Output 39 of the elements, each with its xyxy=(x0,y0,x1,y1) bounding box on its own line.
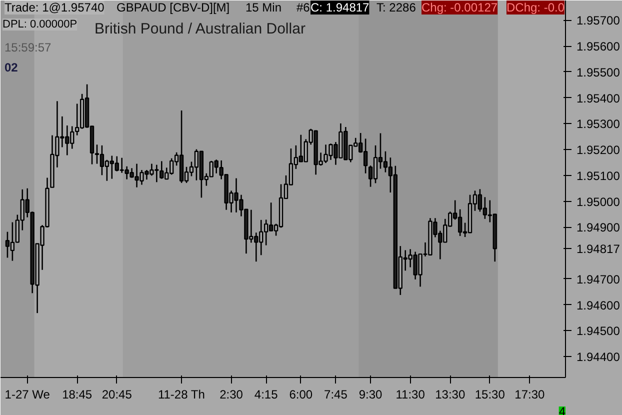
y-tick-label: 1.95100 xyxy=(576,168,620,183)
annotation: 15 Min xyxy=(246,0,282,14)
annotation: GBPAUD [CBV-D][M] xyxy=(116,0,230,14)
y-tick-label: 1.95300 xyxy=(576,117,620,132)
x-tick-label: 18:45 xyxy=(62,388,92,402)
annotation: 15:59:57 xyxy=(4,40,52,54)
annotation: C: 1.94817 xyxy=(310,0,370,14)
x-tick-label: 1-27 We xyxy=(4,388,50,402)
x-tick-label: 6:00 xyxy=(289,388,313,402)
y-tick-label: 1.94500 xyxy=(576,324,620,338)
x-tick-label: 4:15 xyxy=(254,388,278,402)
annotation: T: 2286 xyxy=(376,0,416,14)
x-tick-label: 11-28 Th xyxy=(158,388,205,402)
x-tick-label: 7:45 xyxy=(324,388,348,402)
y-tick-label: 1.94700 xyxy=(576,272,620,286)
y-tick-label: 1.94817 xyxy=(576,242,620,256)
y-tick-label: 1.95400 xyxy=(576,91,620,106)
y-tick-label: 1.95700 xyxy=(576,14,620,28)
annotation: #6 xyxy=(296,0,310,14)
x-tick-label: 9:30 xyxy=(358,388,383,402)
x-tick-label: 17:30 xyxy=(514,388,546,402)
annotation: DPL: 0.00000P xyxy=(2,18,78,30)
x-tick-label: 15:30 xyxy=(474,388,506,402)
annotation: DChg: -0.0 xyxy=(506,0,565,14)
y-tick-label: 1.95500 xyxy=(576,65,620,80)
x-tick-label: 13:30 xyxy=(435,388,466,402)
y-tick-label: 1.94900 xyxy=(576,220,620,235)
y-tick-label: 1.95600 xyxy=(576,40,620,54)
y-tick-label: 1.94400 xyxy=(576,350,620,364)
y-tick-label: 1.95200 xyxy=(576,143,620,158)
y-tick-label: 1.94600 xyxy=(576,298,620,312)
annotation: 02 xyxy=(4,60,18,74)
text: British Pound / Australian Dollar xyxy=(94,20,306,38)
x-tick-label: 2:30 xyxy=(220,388,244,402)
x-tick-label: 20:45 xyxy=(102,388,132,402)
y-tick-label: 1.95000 xyxy=(576,194,620,209)
annotation: Trade: 1@1.95740 xyxy=(4,0,105,14)
annotation: Chg: -0.00127 xyxy=(422,0,498,14)
x-tick-label: 11:30 xyxy=(396,388,426,402)
